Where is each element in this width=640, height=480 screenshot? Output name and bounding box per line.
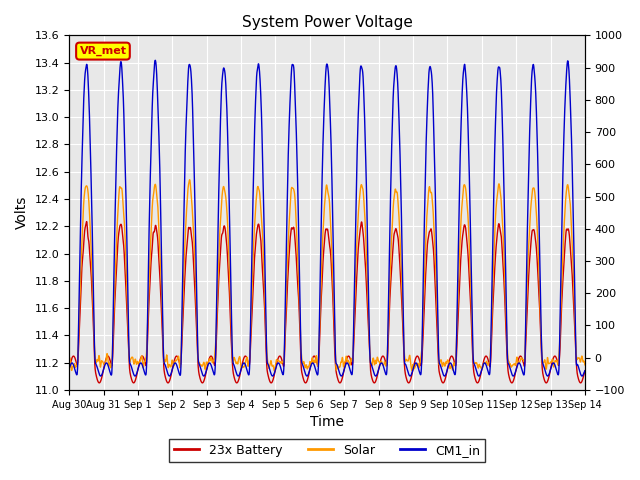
X-axis label: Time: Time bbox=[310, 415, 344, 429]
Y-axis label: Volts: Volts bbox=[15, 196, 29, 229]
Text: VR_met: VR_met bbox=[79, 46, 127, 56]
Title: System Power Voltage: System Power Voltage bbox=[241, 15, 412, 30]
Legend: 23x Battery, Solar, CM1_in: 23x Battery, Solar, CM1_in bbox=[169, 439, 484, 462]
